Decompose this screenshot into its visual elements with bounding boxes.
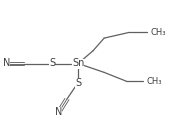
- Text: S: S: [75, 78, 81, 88]
- Text: Sn: Sn: [72, 59, 84, 68]
- Text: S: S: [49, 59, 55, 68]
- Text: N: N: [55, 107, 62, 117]
- Text: CH₃: CH₃: [147, 77, 162, 86]
- Text: N: N: [3, 59, 10, 68]
- Text: CH₃: CH₃: [151, 28, 166, 37]
